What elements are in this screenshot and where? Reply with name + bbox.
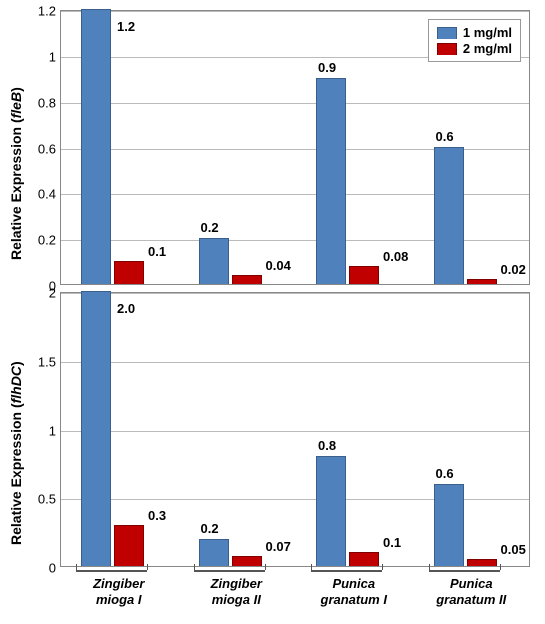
bar-value-label: 0.2 [201,220,219,235]
grid-line [61,293,529,294]
yaxis-label-flhDC: Relative Expression (flhDC) [8,361,24,545]
legend-swatch-blue [437,27,457,39]
grid-line [61,103,529,104]
chart-flhDC: 00.511.522.00.30.20.070.80.10.60.05 [60,292,530,567]
bar-2mg [232,275,262,284]
ytick-label: 0.4 [26,187,56,202]
bar-2mg [114,261,144,284]
bar-1mg [316,456,346,566]
bar-2mg [349,266,379,284]
legend: 1 mg/ml 2 mg/ml [428,19,521,62]
xaxis-tick [147,564,148,570]
legend-label: 1 mg/ml [463,25,512,40]
bar-value-label: 0.9 [318,60,336,75]
ytick-label: 2 [26,286,56,301]
grid-line [61,362,529,363]
bar-value-label: 0.04 [266,258,291,273]
ytick-label: 0.2 [26,233,56,248]
grid-line [61,11,529,12]
bar-value-label: 0.02 [501,262,526,277]
bar-value-label: 0.05 [501,542,526,557]
xaxis-label: Punicagranatum I [295,576,413,607]
bar-value-label: 0.1 [148,244,166,259]
xaxis-tick [76,564,77,570]
bar-1mg [199,238,229,284]
ytick-label: 0.5 [26,492,56,507]
legend-label: 2 mg/ml [463,41,512,56]
bar-value-label: 0.07 [266,539,291,554]
ytick-label: 1 [26,49,56,64]
bar-1mg [434,484,464,567]
xaxis-label: Punicagranatum II [413,576,531,607]
bar-value-label: 0.08 [383,249,408,264]
xaxis-tick [194,564,195,570]
xaxis-tick [382,564,383,570]
ytick-label: 0.8 [26,95,56,110]
bar-2mg [114,525,144,566]
bar-value-label: 0.1 [383,535,401,550]
bar-1mg [81,9,111,284]
ytick-label: 1 [26,423,56,438]
xaxis-tick [311,564,312,570]
bar-2mg [467,279,497,284]
xaxis-tick [265,564,266,570]
ytick-label: 1.5 [26,354,56,369]
bar-1mg [199,539,229,567]
bar-1mg [81,291,111,566]
ytick-label: 1.2 [26,4,56,19]
bar-2mg [232,556,262,566]
grid-line [61,431,529,432]
legend-item-1mg: 1 mg/ml [437,25,512,40]
bar-value-label: 0.2 [201,521,219,536]
xaxis-band [311,570,382,572]
bar-1mg [316,78,346,284]
chart-fleB: 00.20.40.60.811.21.20.10.20.040.90.080.6… [60,10,530,285]
ytick-label: 0.6 [26,141,56,156]
bar-2mg [467,559,497,566]
bar-2mg [349,552,379,566]
ytick-label: 0 [26,561,56,576]
xaxis-band [194,570,265,572]
xaxis-tick [429,564,430,570]
xaxis-label: Zingibermioga II [178,576,296,607]
xaxis-tick [500,564,501,570]
bar-value-label: 0.6 [436,129,454,144]
legend-item-2mg: 2 mg/ml [437,41,512,56]
bar-value-label: 0.8 [318,438,336,453]
bar-value-label: 1.2 [117,19,135,34]
xaxis-label: Zingibermioga I [60,576,178,607]
bar-value-label: 0.3 [148,508,166,523]
xaxis-band [76,570,147,572]
legend-swatch-red [437,43,457,55]
yaxis-label-fleB: Relative Expression (fleB) [8,87,24,260]
bar-value-label: 2.0 [117,301,135,316]
bar-1mg [434,147,464,285]
bar-value-label: 0.6 [436,466,454,481]
xaxis-band [429,570,500,572]
